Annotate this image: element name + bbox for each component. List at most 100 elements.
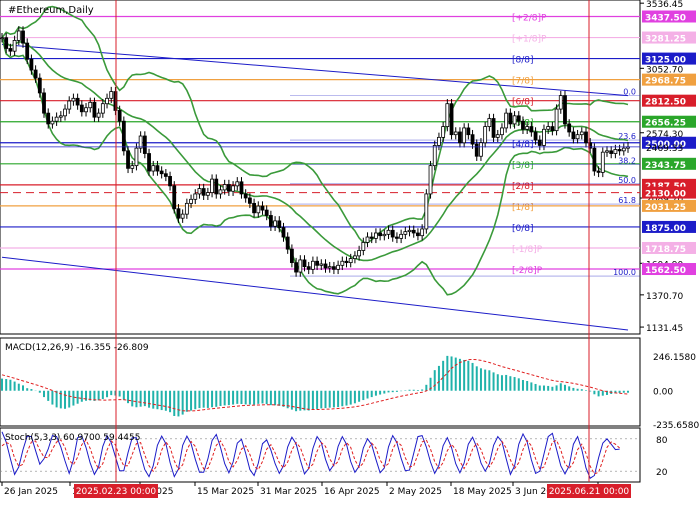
price-tag [642, 31, 696, 44]
price-tick-label: 1131.45 [646, 324, 683, 334]
murrey-level-label: [-1/8]P [512, 245, 543, 255]
candle-body [466, 127, 471, 136]
candle-body [105, 97, 109, 105]
price-tag [642, 136, 696, 149]
stoch-layer [0, 431, 640, 479]
candle-body [176, 208, 181, 219]
candle-body [407, 229, 412, 233]
candle-body [453, 131, 458, 136]
macd-panel [0, 337, 641, 427]
candle-body [109, 91, 114, 99]
candle-body [449, 103, 454, 136]
candle-body [428, 165, 433, 195]
price-tag-label: 2130.00 [645, 190, 686, 200]
candle-body [474, 143, 479, 157]
candle-body [180, 213, 185, 219]
price-tag-label: 1875.00 [645, 224, 686, 234]
candle-body [151, 165, 156, 172]
price-tag-label: 2968.75 [645, 77, 686, 87]
candle-body [138, 135, 143, 149]
candle-body [369, 236, 374, 239]
candle-body [71, 97, 76, 102]
cursor-time-box [547, 484, 631, 498]
candle-body [378, 232, 383, 237]
stoch-tick-label: 80 [656, 436, 668, 446]
candle-body [340, 260, 345, 266]
candle-body [542, 128, 546, 146]
candle-body [374, 232, 378, 239]
candle-body [445, 103, 450, 127]
x-tick-label: 26 Jan 2025 [4, 487, 58, 497]
price-tag-label: 3281.25 [645, 35, 686, 45]
candle-body [25, 42, 30, 60]
stoch-tick-label: 20 [656, 468, 668, 478]
murrey-level-label: [+1/8]P [512, 35, 547, 45]
candle-body [50, 120, 55, 125]
candle-body [273, 220, 277, 227]
candle-body [67, 100, 72, 110]
macd-layer [1, 355, 629, 417]
price-tag [642, 94, 696, 107]
murrey-level-label: [+2/8]P [512, 13, 547, 23]
candle-body [100, 103, 105, 114]
price-tag [642, 220, 696, 233]
candle-body [600, 151, 605, 173]
x-tick-label: 3 Jun 20 [515, 487, 552, 497]
price-tag-label: 2343.75 [645, 161, 686, 171]
candle-body [504, 112, 509, 129]
candle-body [348, 258, 353, 264]
candle-body [16, 30, 21, 41]
cursor-time-label: 2025.06.21 00:00 [549, 487, 630, 497]
candle-body [113, 91, 118, 111]
stoch-k-line [1, 431, 620, 479]
candle-body [579, 131, 584, 136]
candle-body [264, 209, 269, 216]
candle-body [243, 193, 248, 199]
candle-body [155, 165, 160, 172]
price-tag-label: 1562.50 [645, 266, 686, 276]
candle-body [357, 250, 362, 257]
candle-body [256, 205, 261, 214]
candle-body [441, 126, 446, 138]
candle-body [332, 266, 336, 270]
current-price-label: 2469.33 [646, 144, 683, 154]
candle-body [596, 170, 601, 173]
murrey-level-label: [2/8] [512, 182, 534, 192]
candle-body [37, 77, 42, 94]
macd-tick-label: -235.6580 [653, 421, 699, 431]
candle-body [168, 176, 172, 187]
chart-title: #Ethereum,Daily [8, 5, 94, 16]
murrey-level-label: [8/8] [512, 56, 534, 66]
cursor-time-box [74, 484, 158, 498]
candle-body [550, 126, 555, 132]
fibonacci-level-label: 0.0 [623, 88, 636, 97]
x-tick-label: 15 Mar 2025 [197, 487, 254, 497]
price-tag-label: 2031.25 [645, 203, 686, 213]
candle-body [516, 115, 521, 122]
candle-body [54, 116, 59, 122]
candle-body [487, 118, 492, 127]
stoch-label: Stoch(5,3,3) 60.9700 59.4455 [5, 433, 140, 443]
trend-channel-lower [1, 256, 629, 331]
candle-body [33, 69, 38, 79]
price-tick-label: 3536.45 [646, 0, 683, 10]
x-tick-label: 2 May 2025 [389, 487, 442, 497]
candle-body [537, 139, 542, 146]
candle-body [289, 248, 294, 264]
price-tick-label: 3052.70 [646, 65, 683, 75]
price-tag-label: 2812.50 [645, 98, 686, 108]
candle-body [239, 181, 244, 195]
candle-body [500, 127, 504, 136]
candle-body [260, 205, 265, 211]
price-tag [642, 263, 696, 276]
price-tag [642, 186, 696, 199]
candle-body [365, 236, 370, 243]
candle-body [416, 232, 420, 237]
candle-body [399, 233, 404, 239]
murrey-level-label: [4/8] [512, 140, 534, 150]
candle-body [75, 97, 80, 106]
candle-body [4, 37, 9, 49]
candle-body [310, 260, 315, 270]
candle-body [63, 108, 67, 117]
candle-body [126, 150, 130, 169]
